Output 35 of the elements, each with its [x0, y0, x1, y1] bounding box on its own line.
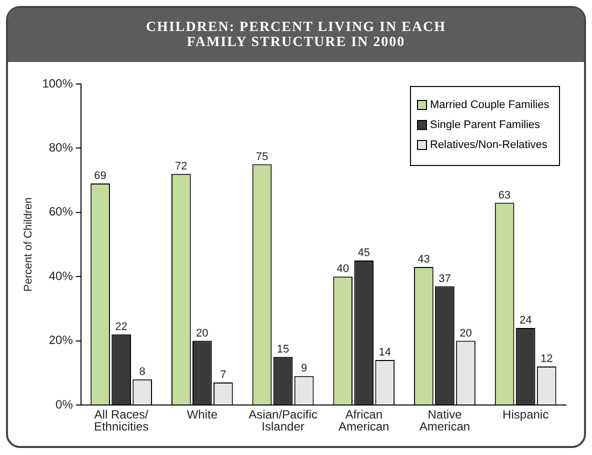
data-label: 22	[115, 320, 128, 333]
chart-title: CHILDREN: PERCENT LIVING IN EACH FAMILY STRUCTURE IN 2000	[8, 8, 584, 62]
y-tick-label: 0%	[56, 397, 74, 412]
y-axis-title: Percent of Children	[22, 197, 35, 292]
legend-label: Relatives/Non-Relatives	[430, 139, 548, 151]
data-label: 15	[276, 343, 290, 356]
x-tick-label: African American	[338, 407, 390, 434]
x-tick-label: Asian/Pacific Islander	[248, 407, 318, 434]
data-label: 37	[438, 272, 451, 285]
x-tick-label: Native American	[419, 407, 470, 434]
data-label: 14	[378, 346, 392, 359]
data-label: 69	[94, 170, 106, 182]
data-label: 8	[139, 366, 146, 378]
data-label: 72	[175, 160, 188, 172]
data-label: 20	[460, 327, 472, 340]
data-label: 75	[256, 150, 268, 163]
x-tick-label: Hispanic	[502, 407, 549, 422]
data-label: 45	[358, 247, 370, 260]
data-label: 12	[540, 353, 553, 366]
data-label: 20	[196, 327, 208, 340]
data-label: 43	[418, 254, 430, 266]
legend-label: Married Couple Families	[430, 99, 550, 111]
data-label: 40	[336, 263, 349, 276]
data-label: 63	[498, 189, 511, 202]
y-tick-label: 80%	[48, 140, 74, 155]
x-tick-label: White	[186, 407, 218, 422]
x-tick-label: All Races/ Ethnicities	[94, 407, 149, 434]
data-label: 7	[220, 369, 226, 382]
y-tick-label: 100%	[42, 76, 74, 90]
y-tick-label: 60%	[48, 204, 74, 219]
y-tick-label: 40%	[48, 268, 74, 283]
legend-label: Single Parent Families	[430, 119, 540, 131]
y-tick-label: 20%	[48, 333, 74, 348]
data-label: 9	[300, 362, 308, 375]
data-label: 24	[519, 314, 532, 326]
